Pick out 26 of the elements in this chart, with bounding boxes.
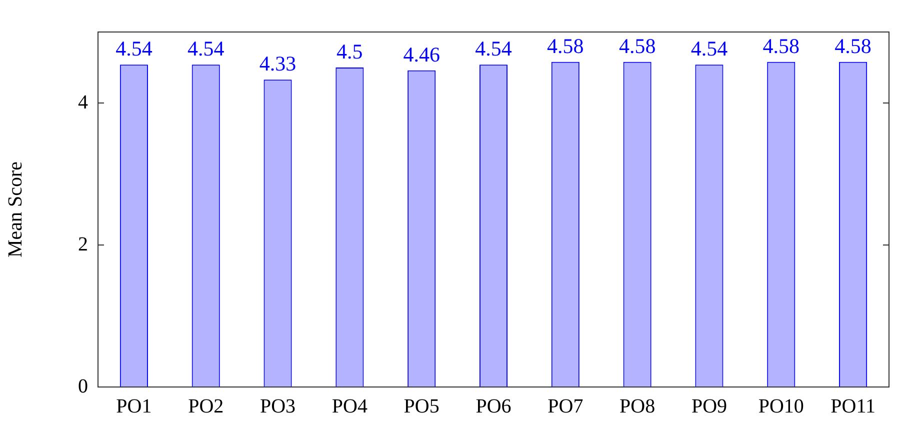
- data-label: 4.54: [116, 36, 153, 61]
- data-label: 4.58: [834, 34, 872, 58]
- data-label: 4.54: [690, 36, 728, 61]
- x-tick-label: PO5: [404, 395, 440, 418]
- data-label: 4.33: [259, 52, 296, 76]
- y-tick-label: 2: [78, 233, 88, 256]
- x-tick-label: PO8: [620, 395, 656, 418]
- data-label: 4.54: [475, 36, 512, 61]
- data-label: 4.46: [403, 42, 440, 66]
- x-tick-label: PO11: [830, 395, 876, 418]
- x-tick-label: PO6: [476, 395, 512, 418]
- data-label: 4.5: [336, 40, 363, 64]
- x-tick-label: PO10: [758, 395, 804, 418]
- data-label: 4.54: [187, 36, 225, 61]
- data-label: 4.58: [547, 34, 584, 58]
- data-label: 4.58: [618, 34, 656, 58]
- x-tick-label: PO9: [691, 395, 728, 418]
- x-tick-label: PO2: [188, 395, 224, 418]
- x-tick-label: PO4: [332, 395, 368, 418]
- y-axis-title: Mean Score: [4, 161, 26, 258]
- y-tick-label: 0: [78, 375, 88, 398]
- y-tick-label: 4: [78, 91, 88, 114]
- x-tick-label: PO3: [260, 395, 296, 418]
- x-tick-label: PO7: [548, 395, 584, 418]
- x-tick-label: PO1: [116, 395, 152, 418]
- data-label: 4.58: [762, 34, 800, 58]
